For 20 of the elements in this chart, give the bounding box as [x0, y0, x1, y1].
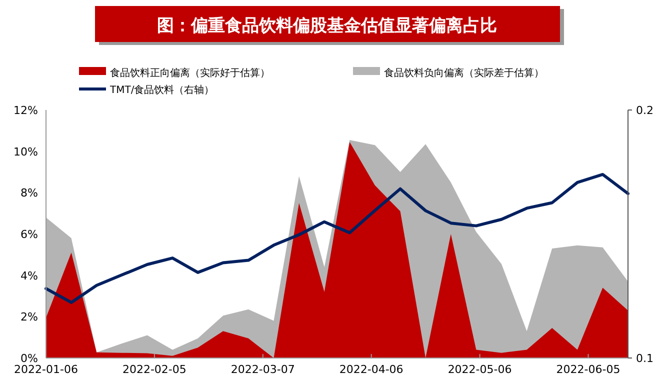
- line-series: [44, 172, 630, 304]
- x-tick-label: 2022-04-06: [339, 363, 404, 376]
- y2-tick-label: 0.1: [636, 352, 654, 365]
- chart-title: 图：偏重食品饮料偏股基金估值显著偏离占比: [157, 16, 497, 36]
- legend-label: 食品饮料负向偏离（实际差于估算）: [384, 67, 544, 79]
- x-tick-label: 2022-01-06: [14, 363, 78, 376]
- y-tick-label: 4%: [20, 269, 38, 282]
- legend-label: 食品饮料正向偏离（实际好于估算）: [110, 67, 270, 79]
- y-tick-label: 0%: [20, 352, 38, 365]
- legend-label: TMT/食品饮料（右轴）: [109, 84, 214, 96]
- x-tick-label: 2022-06-05: [556, 363, 620, 376]
- y-tick-label: 12%: [14, 104, 38, 117]
- x-tick-label: 2022-02-05: [122, 363, 186, 376]
- y2-tick-label: 0.2: [636, 104, 654, 117]
- y-tick-label: 6%: [20, 228, 38, 241]
- y-tick-label: 8%: [20, 186, 38, 200]
- x-tick-label: 2022-03-07: [230, 363, 295, 376]
- x-tick-label: 2022-05-06: [448, 363, 512, 376]
- y-tick-label: 10%: [14, 145, 38, 158]
- y-tick-label: 2%: [20, 310, 38, 324]
